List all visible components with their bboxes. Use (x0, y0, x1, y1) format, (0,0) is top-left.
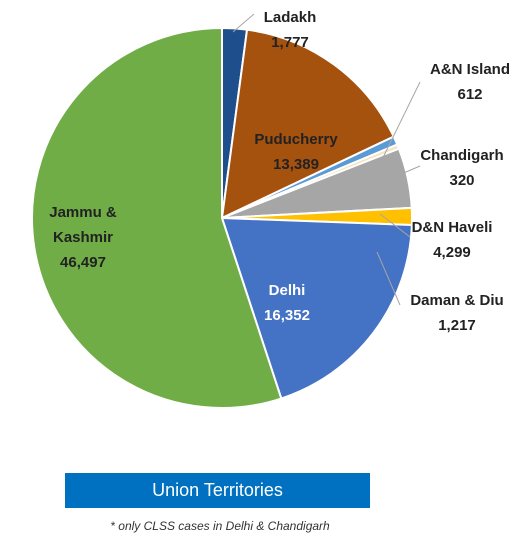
category-label: Puducherry (254, 131, 338, 148)
value-label: 612 (457, 86, 483, 103)
leader-line (232, 13, 255, 33)
value-label: 320 (449, 172, 475, 189)
slice-label: Delhi 16,352 (217, 278, 357, 328)
pie-slice (220, 216, 413, 400)
slice-label: Ladakh 1,777 (220, 5, 360, 55)
category-label: Delhi (268, 282, 306, 299)
category-label: Jammu & Kashmir (49, 204, 117, 246)
value-label: 4,299 (433, 244, 471, 261)
slice-label: Chandigarh 320 (392, 143, 525, 193)
footnote: * only CLSS cases in Delhi & Chandigarh (110, 519, 330, 533)
category-label: D&N Haveli (411, 219, 493, 236)
leader-line (376, 251, 401, 306)
caption: Union Territories (65, 473, 370, 508)
pie-slice (220, 28, 396, 220)
slice-label: D&N Haveli 4,299 (382, 215, 522, 265)
slice-label: A&N Island 612 (400, 57, 525, 107)
value-label: 16,352 (264, 307, 310, 324)
slice-label: Puducherry 13,389 (226, 127, 366, 177)
leader-line (377, 165, 421, 185)
category-label: Daman & Diu (410, 292, 504, 309)
slice-label: Jammu & Kashmir 46,497 (33, 200, 133, 275)
category-label: Ladakh (263, 9, 317, 26)
leader-line (379, 213, 411, 238)
value-label: 1,777 (271, 34, 309, 51)
pie-slice (31, 26, 283, 409)
value-label: 1,217 (438, 317, 476, 334)
value-label: 46,497 (60, 254, 106, 271)
category-label: A&N Island (429, 61, 510, 78)
leader-line (373, 81, 421, 177)
category-label: Chandigarh (420, 147, 504, 164)
slice-label: Daman & Diu 1,217 (387, 288, 525, 338)
value-label: 13,389 (273, 156, 319, 173)
